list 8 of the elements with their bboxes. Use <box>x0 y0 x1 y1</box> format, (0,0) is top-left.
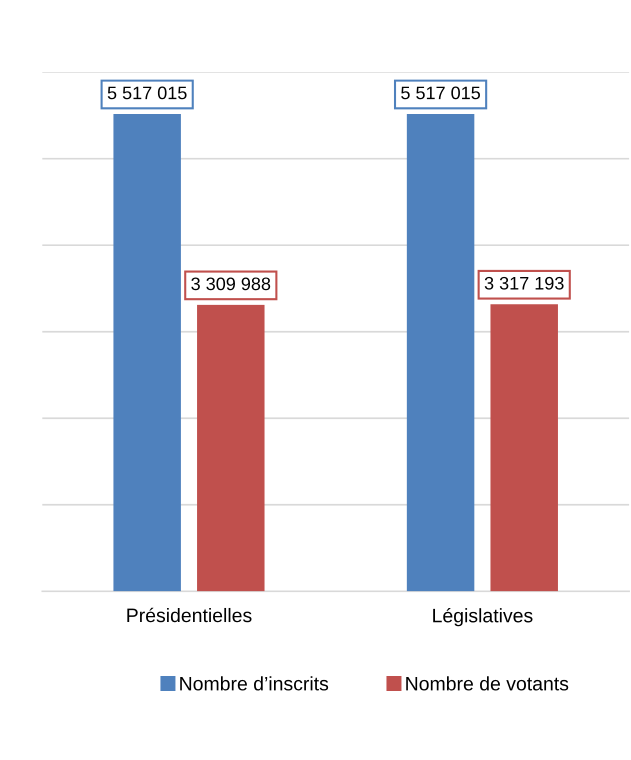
x-tick-label: Législatives <box>433 608 532 626</box>
data-label: 5 517 015 <box>108 86 187 100</box>
data-label: 5 517 015 <box>401 86 480 100</box>
data-label: 3 309 988 <box>191 277 270 290</box>
legend-label: Nombre de votants <box>406 676 568 691</box>
x-tick-label: Présidentielles <box>127 608 252 622</box>
legend-label: Nombre d’inscrits <box>180 676 328 691</box>
data-label: 3 317 193 <box>484 276 564 290</box>
